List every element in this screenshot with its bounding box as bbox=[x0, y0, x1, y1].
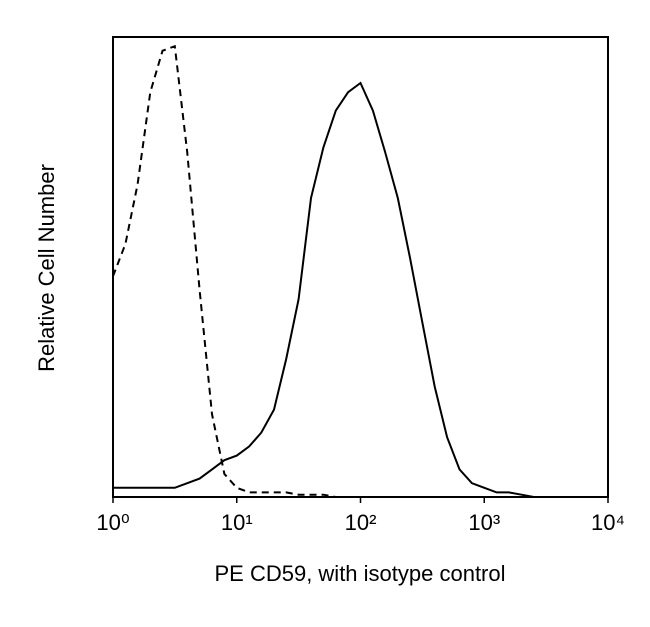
x-tick-label: 10⁴ bbox=[591, 510, 625, 535]
x-tick-label: 10⁰ bbox=[96, 510, 129, 535]
x-tick-label: 10¹ bbox=[221, 510, 253, 535]
x-tick-label: 10³ bbox=[468, 510, 500, 535]
y-axis-label: Relative Cell Number bbox=[34, 164, 59, 372]
x-tick-label: 10² bbox=[345, 510, 377, 535]
plot-frame bbox=[112, 36, 609, 498]
series-line bbox=[113, 81, 608, 498]
series-line bbox=[112, 44, 608, 498]
x-axis-label: PE CD59, with isotype control bbox=[214, 561, 505, 586]
